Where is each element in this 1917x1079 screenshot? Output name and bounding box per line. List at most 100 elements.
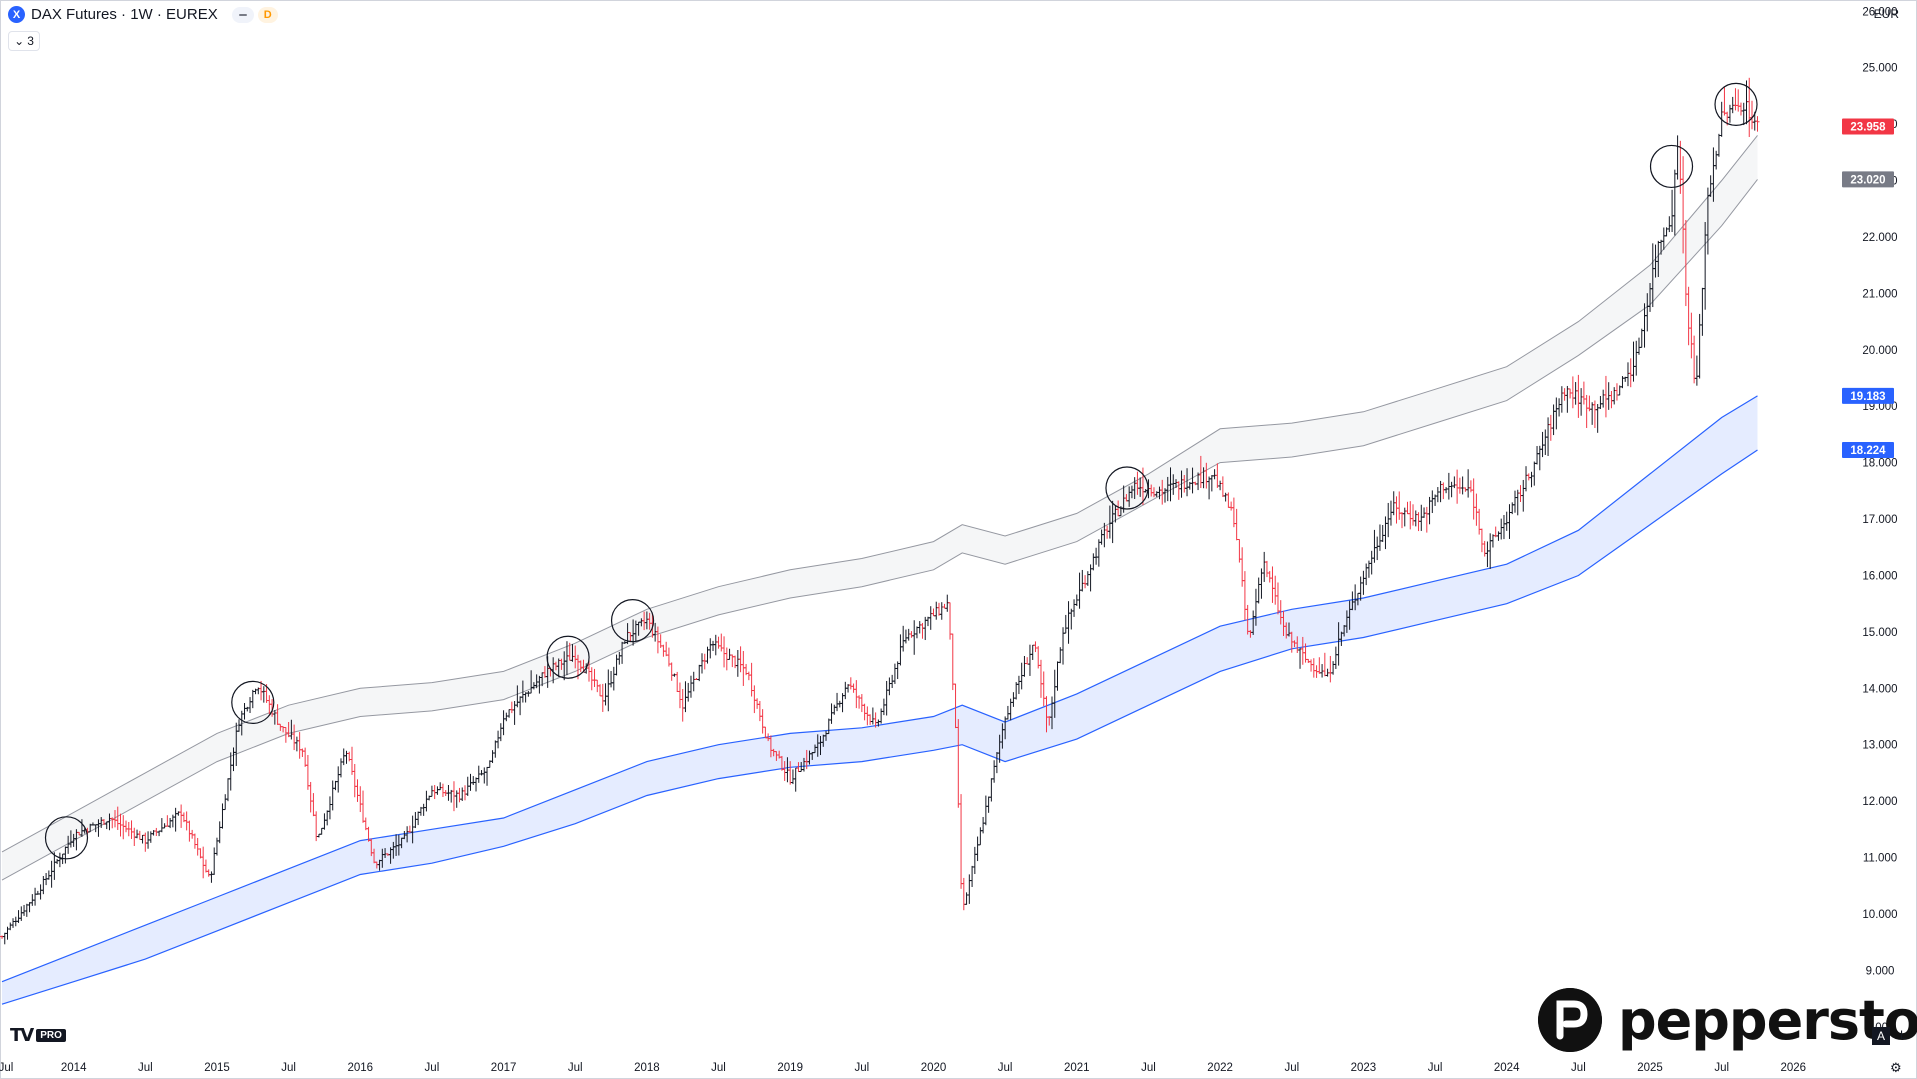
ohlc-bar (187, 820, 192, 842)
ohlc-bar (711, 640, 716, 652)
ohlc-bar (967, 874, 972, 904)
symbol-title[interactable]: DAX Futures · 1W · EUREX (31, 6, 218, 23)
ohlc-bar (879, 708, 884, 724)
ohlc-bar (1637, 337, 1642, 355)
ohlc-bar (1750, 100, 1754, 130)
ohlc-bar (344, 750, 349, 764)
ohlc-bar (972, 846, 977, 875)
ohlc-bar (1072, 599, 1077, 617)
price-tick-label: 10.000 (1862, 909, 1897, 921)
ohlc-bar (942, 603, 947, 609)
ohlc-bar (1738, 102, 1743, 116)
ohlc-bar (1507, 504, 1512, 539)
ohlc-bar (1672, 169, 1677, 236)
ohlc-bar (1529, 471, 1534, 488)
price-label-text: 23.958 (1850, 122, 1886, 134)
ohlc-bar (493, 740, 498, 758)
ohlc-bar (868, 714, 873, 725)
gear-icon[interactable]: ⚙ (1890, 1060, 1902, 1075)
price-axis[interactable]: 8.0009.00010.00011.00012.00013.00014.000… (1862, 6, 1897, 1034)
ohlc-bar (1016, 675, 1021, 695)
price-tick-label: 20.000 (1862, 345, 1897, 357)
ohlc-bar (755, 698, 760, 709)
ohlc-bar (1570, 376, 1575, 409)
ohlc-bar (1601, 389, 1606, 408)
ohlc-bar (1501, 515, 1506, 540)
ohlc-bar (504, 712, 509, 722)
ohlc-bar (1714, 150, 1719, 170)
ohlc-bar (1755, 116, 1760, 132)
tv-logo-icon: TV (10, 1025, 34, 1046)
ohlc-bar (1667, 216, 1672, 233)
highlight-circle (546, 635, 590, 679)
chart-header[interactable]: X DAX Futures · 1W · EUREX D (8, 6, 278, 23)
currency-label[interactable]: EUR (1873, 7, 1899, 21)
ohlc-bar (512, 701, 517, 725)
ohlc-bar (1441, 482, 1446, 500)
time-tick-label: 2014 (61, 1062, 87, 1074)
time-tick-label: 2026 (1781, 1062, 1807, 1074)
ohlc-bar (1400, 512, 1404, 529)
ohlc-bar (424, 790, 429, 812)
indicators-toggle[interactable]: ⌄ 3 (8, 31, 40, 51)
ohlc-bar (992, 760, 997, 783)
ohlc-bar (206, 869, 211, 877)
ohlc-bar (1639, 328, 1644, 348)
chevron-down-icon: ⌄ (14, 34, 25, 48)
ohlc-bar (746, 671, 751, 681)
ohlc-bar (143, 832, 148, 852)
ohlc-bar (1697, 313, 1702, 379)
tradingview-logo[interactable]: TV PRO (10, 1025, 66, 1046)
ohlc-bar (1590, 402, 1595, 425)
ohlc-bar (1661, 227, 1666, 250)
ohlc-bar (311, 793, 316, 817)
ohlc-bar (1543, 429, 1548, 455)
lower-band-top-line (1, 395, 1758, 983)
ohlc-bar (1540, 431, 1545, 458)
ohlc-bar (1496, 531, 1501, 541)
ohlc-bar (705, 646, 710, 664)
time-tick-label: Jul (1141, 1062, 1156, 1074)
ohlc-bar (63, 846, 68, 864)
time-axis[interactable]: Jul 2014 Jul 2015 Jul 2016 Jul 2017 Jul 2018 Jul 20… (0, 1062, 1806, 1074)
ohlc-bar (449, 789, 454, 803)
ohlc-bar (945, 594, 950, 612)
ohlc-bar (1066, 601, 1071, 644)
ohlc-bar (964, 892, 969, 905)
time-tick-label: 2023 (1351, 1062, 1377, 1074)
ohlc-bar (832, 704, 837, 715)
ohlc-bar (1008, 698, 1013, 721)
ohlc-bar (1675, 135, 1680, 180)
ohlc-bar (1524, 466, 1529, 492)
ohlc-bar (1584, 394, 1589, 428)
ohlc-bar (518, 696, 523, 716)
ohlc-bar (1094, 547, 1099, 565)
ohlc-bar (1477, 508, 1482, 535)
ohlc-bar (1592, 400, 1597, 428)
ohlc-bar (901, 625, 906, 652)
auto-scale-button[interactable]: A (1872, 1027, 1890, 1045)
ohlc-bar (440, 783, 445, 798)
price-label-badge (1842, 118, 1894, 135)
ohlc-bar (1488, 533, 1493, 569)
ohlc-bar (341, 748, 346, 766)
ohlc-bar (1273, 575, 1278, 605)
highlight-circle (1649, 144, 1694, 189)
ohlc-bar (319, 827, 324, 835)
ohlc-bar (1364, 563, 1369, 586)
ohlc-bar (1628, 358, 1633, 388)
price-tick-label: 25.000 (1862, 63, 1897, 75)
ohlc-bar (509, 701, 514, 714)
ohlc-bar (1670, 189, 1675, 233)
ohlc-bar (507, 709, 512, 718)
ohlc-bar (741, 650, 746, 686)
ohlc-bar (1419, 504, 1424, 531)
ohlc-bar (165, 815, 170, 827)
log-scale-button[interactable]: L (1900, 1028, 1907, 1042)
ohlc-bar (1557, 398, 1562, 417)
ohlc-bar (898, 634, 903, 666)
ohlc-bar (1579, 388, 1584, 416)
ohlc-bar (203, 859, 208, 873)
ohlc-bar (1333, 646, 1338, 669)
